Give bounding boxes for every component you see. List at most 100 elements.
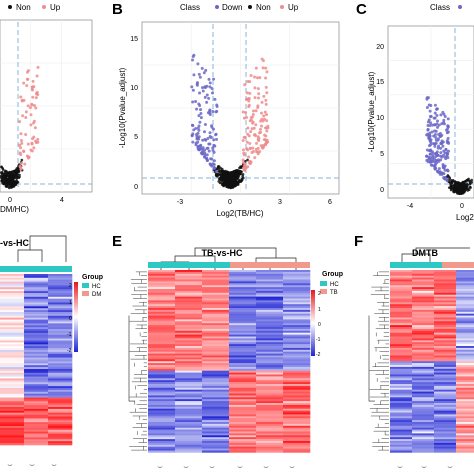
up-point <box>251 113 255 117</box>
down-point <box>427 135 431 139</box>
heatmap-cell <box>456 418 474 421</box>
heatmap-cell <box>434 389 457 392</box>
up-point <box>249 130 253 134</box>
heatmap-cell <box>456 323 474 326</box>
non-point <box>18 175 21 179</box>
heatmap-cell <box>229 323 257 326</box>
heatmap-cell <box>434 422 457 425</box>
down-point <box>208 131 212 135</box>
heatmap-cell <box>412 321 435 324</box>
heatmap-cell <box>24 289 49 292</box>
heatmap-cell <box>24 298 49 301</box>
down-point <box>208 81 212 85</box>
heatmap-cell <box>456 332 474 335</box>
heatmap-cell <box>148 427 176 430</box>
heatmap-cell <box>229 393 257 396</box>
down-point <box>441 110 445 114</box>
up-point <box>256 138 260 142</box>
heatmap-cell <box>202 325 230 328</box>
down-point <box>201 138 205 142</box>
heatmap-cell <box>456 387 474 390</box>
panel-a-legend: Non Up <box>8 3 61 12</box>
heatmap-cell <box>48 429 73 432</box>
heatmap-cell <box>202 446 230 449</box>
legend-up-label: Up <box>288 3 299 12</box>
heatmap-cell <box>434 361 457 364</box>
down-point <box>442 118 446 122</box>
heatmap-cell <box>229 300 257 303</box>
heatmap-cell <box>0 389 25 393</box>
heatmap-cell <box>229 391 257 394</box>
heatmap-cell <box>229 302 257 305</box>
heatmap-cell <box>412 361 435 364</box>
up-point <box>263 143 267 147</box>
heatmap-cell <box>256 270 284 273</box>
heatmap-cell <box>48 424 73 427</box>
heatmap-cell <box>256 382 284 385</box>
heatmap-cell <box>229 349 257 352</box>
up-point <box>36 140 40 144</box>
up-point <box>248 91 252 95</box>
up-point <box>261 66 265 70</box>
heatmap-cell <box>456 380 474 383</box>
up-point <box>247 104 251 108</box>
heatmap-cell <box>390 410 413 413</box>
heatmap-cell <box>434 403 457 406</box>
down-point <box>199 116 203 120</box>
heatmap-cell <box>229 340 257 343</box>
heatmap-cell <box>456 275 474 278</box>
heatmap-cell <box>175 296 203 299</box>
panel-c-points <box>425 96 473 196</box>
non-point <box>231 186 235 189</box>
down-point <box>433 116 437 120</box>
heatmap-cell <box>456 435 474 438</box>
heatmap-cell <box>48 350 73 353</box>
heatmap-cell <box>24 344 49 347</box>
up-point <box>265 91 269 95</box>
heatmap-cell <box>48 315 73 318</box>
panel-d-color-bar <box>74 282 78 352</box>
heatmap-cell <box>412 444 435 447</box>
heatmap-cell <box>175 308 203 311</box>
heatmap-cell <box>283 285 311 288</box>
down-point <box>426 160 430 164</box>
heatmap-cell <box>202 342 230 345</box>
heatmap-cell <box>0 439 25 442</box>
up-point <box>263 138 267 142</box>
up-point <box>256 104 260 108</box>
panel-c-ytick-15: 15 <box>376 79 384 86</box>
heatmap-cell <box>412 408 435 411</box>
heatmap-cell <box>412 294 435 297</box>
heatmap-cell <box>456 422 474 425</box>
heatmap-cell <box>456 442 474 446</box>
heatmap-cell <box>148 425 176 428</box>
heatmap-cell <box>456 285 474 288</box>
heatmap-cell <box>456 384 474 387</box>
sample-label: ‿ <box>397 462 403 468</box>
heatmap-cell <box>434 370 457 373</box>
heatmap-cell <box>0 401 25 404</box>
heatmap-cell <box>148 439 176 442</box>
heatmap-cell <box>202 298 230 301</box>
non-point <box>214 172 218 176</box>
heatmap-cell <box>456 368 474 371</box>
heatmap-cell <box>256 355 284 358</box>
heatmap-cell <box>24 308 49 311</box>
heatmap-cell <box>256 275 284 278</box>
down-point <box>212 143 216 147</box>
non-point <box>455 187 459 191</box>
up-point <box>256 146 260 150</box>
non-point <box>241 173 245 176</box>
heatmap-cell <box>148 342 176 345</box>
up-point <box>253 96 257 100</box>
heatmap-cell <box>256 325 284 328</box>
heatmap-cell <box>229 347 257 351</box>
non-point <box>447 175 451 178</box>
heatmap-cell <box>283 287 311 290</box>
heatmap-cell <box>148 347 176 351</box>
heatmap-cell <box>175 317 203 320</box>
heatmap-cell <box>283 304 311 307</box>
heatmap-cell <box>48 399 73 402</box>
heatmap-cell <box>202 296 230 299</box>
non-point <box>464 183 467 187</box>
